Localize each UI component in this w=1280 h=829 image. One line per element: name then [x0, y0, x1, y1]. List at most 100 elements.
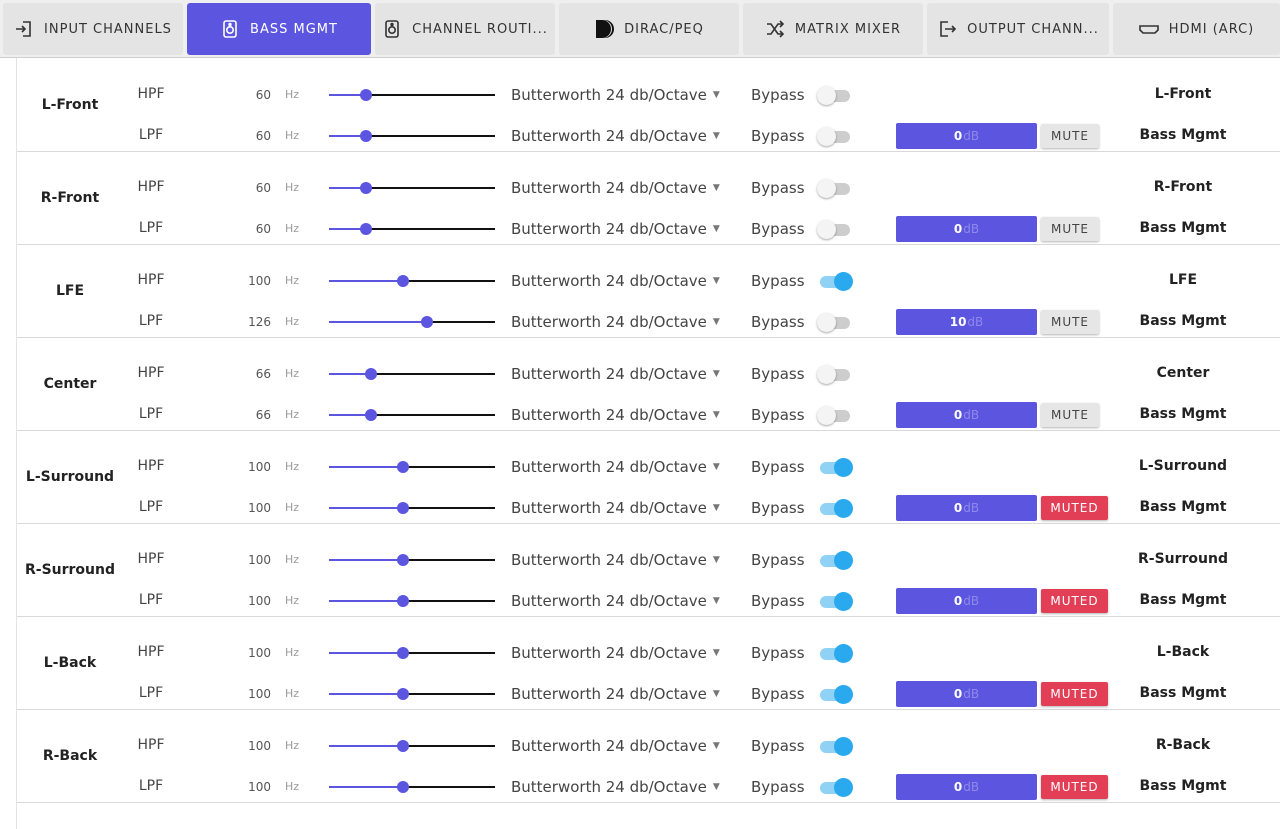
lpf-row: LPF 60 Hz Butterworth 24 db/Octave ▼ Bypass 0 d…: [17, 215, 1280, 243]
frequency-slider[interactable]: [329, 554, 495, 566]
gain-input[interactable]: 0 dB: [896, 123, 1037, 149]
frequency-slider[interactable]: [329, 275, 495, 287]
filter-type-dropdown[interactable]: Butterworth 24 db/Octave ▼: [511, 551, 720, 569]
frequency-slider[interactable]: [329, 688, 495, 700]
slider-thumb[interactable]: [359, 130, 372, 142]
slider-thumb[interactable]: [396, 688, 409, 700]
tab-hdmi-arc[interactable]: HDMI (ARC): [1113, 3, 1280, 55]
tab-label: HDMI (ARC): [1168, 21, 1255, 37]
mute-button[interactable]: MUTE: [1041, 310, 1099, 334]
slider-thumb[interactable]: [365, 368, 378, 380]
gain-input[interactable]: 0 dB: [896, 402, 1037, 428]
filter-type-dropdown[interactable]: Butterworth 24 db/Octave ▼: [511, 737, 720, 755]
gain-input[interactable]: 0 dB: [896, 681, 1037, 707]
mute-button[interactable]: MUTE: [1041, 217, 1099, 241]
muted-button[interactable]: MUTED: [1041, 589, 1108, 613]
bypass-toggle[interactable]: [818, 592, 853, 611]
filter-type-dropdown[interactable]: Butterworth 24 db/Octave ▼: [511, 592, 720, 610]
slider-thumb[interactable]: [359, 223, 372, 235]
filter-type-value: Butterworth 24 db/Octave: [511, 179, 707, 197]
filter-type-dropdown[interactable]: Butterworth 24 db/Octave ▼: [511, 86, 720, 104]
gain-value: 10: [949, 315, 967, 329]
slider-thumb[interactable]: [396, 740, 409, 752]
slider-thumb[interactable]: [420, 316, 433, 328]
tab-channel-routing[interactable]: CHANNEL ROUTI...: [375, 3, 555, 55]
bypass-toggle[interactable]: [818, 272, 853, 291]
frequency-slider[interactable]: [329, 740, 495, 752]
gain-input[interactable]: 0 dB: [896, 774, 1037, 800]
bypass-toggle[interactable]: [818, 737, 853, 756]
filter-type-dropdown[interactable]: Butterworth 24 db/Octave ▼: [511, 313, 720, 331]
frequency-slider[interactable]: [329, 182, 495, 194]
frequency-slider[interactable]: [329, 316, 495, 328]
slider-thumb[interactable]: [396, 595, 409, 607]
slider-thumb[interactable]: [396, 461, 409, 473]
frequency-slider[interactable]: [329, 647, 495, 659]
tab-input-channels[interactable]: INPUT CHANNELS: [3, 3, 183, 55]
frequency-slider[interactable]: [329, 461, 495, 473]
gain-input[interactable]: 10 dB: [896, 309, 1037, 335]
filter-type-dropdown[interactable]: Butterworth 24 db/Octave ▼: [511, 499, 720, 517]
bypass-toggle[interactable]: [817, 313, 852, 332]
gain-input[interactable]: 0 dB: [896, 588, 1037, 614]
bypass-toggle[interactable]: [818, 499, 853, 518]
filter-type-value: Butterworth 24 db/Octave: [511, 737, 707, 755]
frequency-slider[interactable]: [329, 595, 495, 607]
channel-group: R-Surround HPF 100 Hz Butterworth 24 db/Octa…: [17, 523, 1280, 617]
frequency-slider[interactable]: [329, 781, 495, 793]
filter-type-dropdown[interactable]: Butterworth 24 db/Octave ▼: [511, 406, 720, 424]
muted-button[interactable]: MUTED: [1041, 775, 1108, 799]
tab-output-channels[interactable]: OUTPUT CHANN...: [927, 3, 1109, 55]
gain-unit: dB: [963, 780, 980, 794]
frequency-slider[interactable]: [329, 409, 495, 421]
bypass-toggle[interactable]: [818, 458, 853, 477]
slider-thumb[interactable]: [365, 409, 378, 421]
filter-type-dropdown[interactable]: Butterworth 24 db/Octave ▼: [511, 365, 720, 383]
tab-matrix-mixer[interactable]: MATRIX MIXER: [743, 3, 923, 55]
mute-button[interactable]: MUTE: [1041, 124, 1099, 148]
mute-button[interactable]: MUTE: [1041, 403, 1099, 427]
routing-label: Bass Mgmt: [1139, 592, 1227, 608]
bypass-toggle[interactable]: [818, 685, 853, 704]
slider-thumb[interactable]: [396, 275, 409, 287]
slider-thumb[interactable]: [396, 781, 409, 793]
filter-type-dropdown[interactable]: Butterworth 24 db/Octave ▼: [511, 685, 720, 703]
bypass-toggle[interactable]: [817, 406, 852, 425]
frequency-slider[interactable]: [329, 223, 495, 235]
bypass-toggle[interactable]: [817, 86, 852, 105]
bypass-toggle[interactable]: [818, 551, 853, 570]
slider-thumb[interactable]: [396, 554, 409, 566]
slider-fill: [329, 693, 403, 695]
filter-type-dropdown[interactable]: Butterworth 24 db/Octave ▼: [511, 220, 720, 238]
bypass-toggle[interactable]: [818, 644, 853, 663]
slider-thumb[interactable]: [396, 647, 409, 659]
frequency-slider[interactable]: [329, 502, 495, 514]
filter-type-dropdown[interactable]: Butterworth 24 db/Octave ▼: [511, 179, 720, 197]
frequency-slider[interactable]: [329, 130, 495, 142]
filter-type-dropdown[interactable]: Butterworth 24 db/Octave ▼: [511, 458, 720, 476]
bypass-label: Bypass: [751, 179, 805, 197]
filter-type-dropdown[interactable]: Butterworth 24 db/Octave ▼: [511, 778, 720, 796]
frequency-slider[interactable]: [329, 368, 495, 380]
slider-thumb[interactable]: [396, 502, 409, 514]
muted-button[interactable]: MUTED: [1041, 682, 1108, 706]
filter-type-dropdown[interactable]: Butterworth 24 db/Octave ▼: [511, 644, 720, 662]
routing-label: LFE: [1168, 272, 1198, 288]
bypass-toggle[interactable]: [818, 778, 853, 797]
gain-input[interactable]: 0 dB: [896, 495, 1037, 521]
tab-dirac-peq[interactable]: DIRAC/PEQ: [559, 3, 739, 55]
gain-input[interactable]: 0 dB: [896, 216, 1037, 242]
frequency-slider[interactable]: [329, 89, 495, 101]
bypass-toggle[interactable]: [817, 127, 852, 146]
tab-bass-mgmt[interactable]: BASS MGMT: [187, 3, 371, 55]
bypass-toggle[interactable]: [817, 220, 852, 239]
filter-type-dropdown[interactable]: Butterworth 24 db/Octave ▼: [511, 127, 720, 145]
slider-thumb[interactable]: [359, 89, 372, 101]
bypass-toggle[interactable]: [817, 365, 852, 384]
filter-type-label: LPF: [138, 406, 164, 422]
frequency-value: 100: [248, 780, 271, 794]
slider-thumb[interactable]: [359, 182, 372, 194]
muted-button[interactable]: MUTED: [1041, 496, 1108, 520]
bypass-toggle[interactable]: [817, 179, 852, 198]
filter-type-dropdown[interactable]: Butterworth 24 db/Octave ▼: [511, 272, 720, 290]
